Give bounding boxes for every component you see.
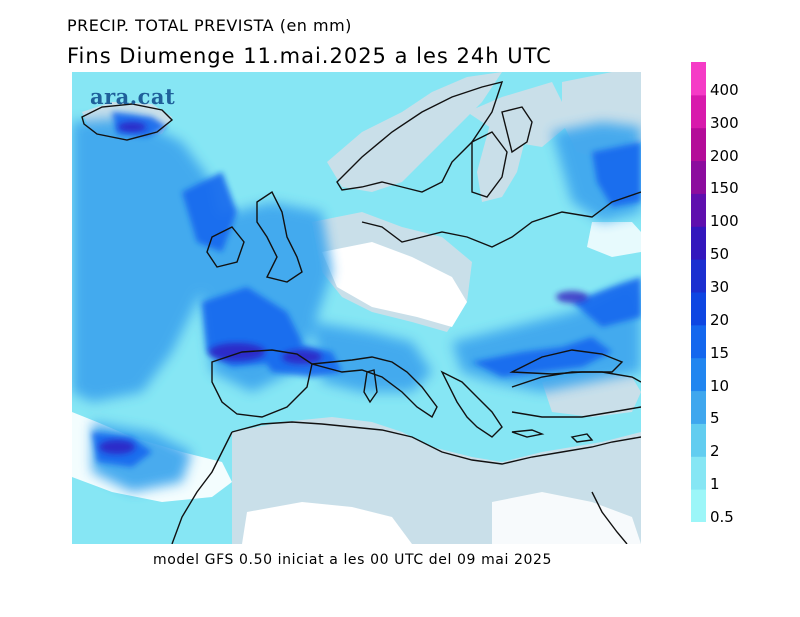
legend-swatch-300 bbox=[691, 94, 706, 129]
model-run-info: model GFS 0.50 iniciat a les 00 UTC del … bbox=[153, 552, 553, 568]
legend-swatch-1 bbox=[691, 456, 706, 490]
precipitation-map bbox=[72, 72, 641, 544]
legend-label-50: 50 bbox=[710, 245, 730, 264]
legend-label-0.5: 0.5 bbox=[710, 508, 734, 526]
legend-label-300: 300 bbox=[710, 113, 739, 132]
aracat-logo: ara.cat bbox=[90, 84, 176, 109]
legend-swatch-100 bbox=[691, 193, 706, 227]
legend-label-5: 5 bbox=[710, 409, 720, 428]
map-subtitle: Fins Diumenge 11.mai.2025 a les 24h UTC bbox=[67, 44, 552, 68]
legend-swatch-20 bbox=[691, 292, 706, 326]
coastlines bbox=[81, 81, 641, 544]
legend-swatch-150 bbox=[691, 160, 706, 194]
legend-label-1: 1 bbox=[710, 475, 720, 494]
legend-swatch-400 bbox=[691, 62, 706, 96]
legend-label-15: 15 bbox=[710, 343, 730, 362]
legend-swatch-0.5 bbox=[691, 489, 706, 522]
legend-swatch-15 bbox=[691, 324, 706, 359]
legend-label-20: 20 bbox=[710, 310, 730, 329]
legend-swatch-30 bbox=[691, 259, 706, 293]
legend-swatch-200 bbox=[691, 127, 706, 162]
legend-colorbar bbox=[691, 62, 706, 522]
legend-swatch-5 bbox=[691, 390, 706, 424]
legend-swatch-50 bbox=[691, 226, 706, 260]
legend-swatch-10 bbox=[691, 357, 706, 392]
legend-label-30: 30 bbox=[710, 278, 730, 296]
legend-label-200: 200 bbox=[710, 146, 739, 165]
legend-swatch-2 bbox=[691, 423, 706, 457]
legend-label-400: 400 bbox=[710, 80, 739, 99]
legend-label-100: 100 bbox=[710, 212, 739, 231]
map-title: PRECIP. TOTAL PREVISTA (en mm) bbox=[67, 16, 352, 35]
legend-label-10: 10 bbox=[710, 376, 730, 395]
legend-label-2: 2 bbox=[710, 442, 720, 461]
legend-label-150: 150 bbox=[710, 179, 739, 198]
